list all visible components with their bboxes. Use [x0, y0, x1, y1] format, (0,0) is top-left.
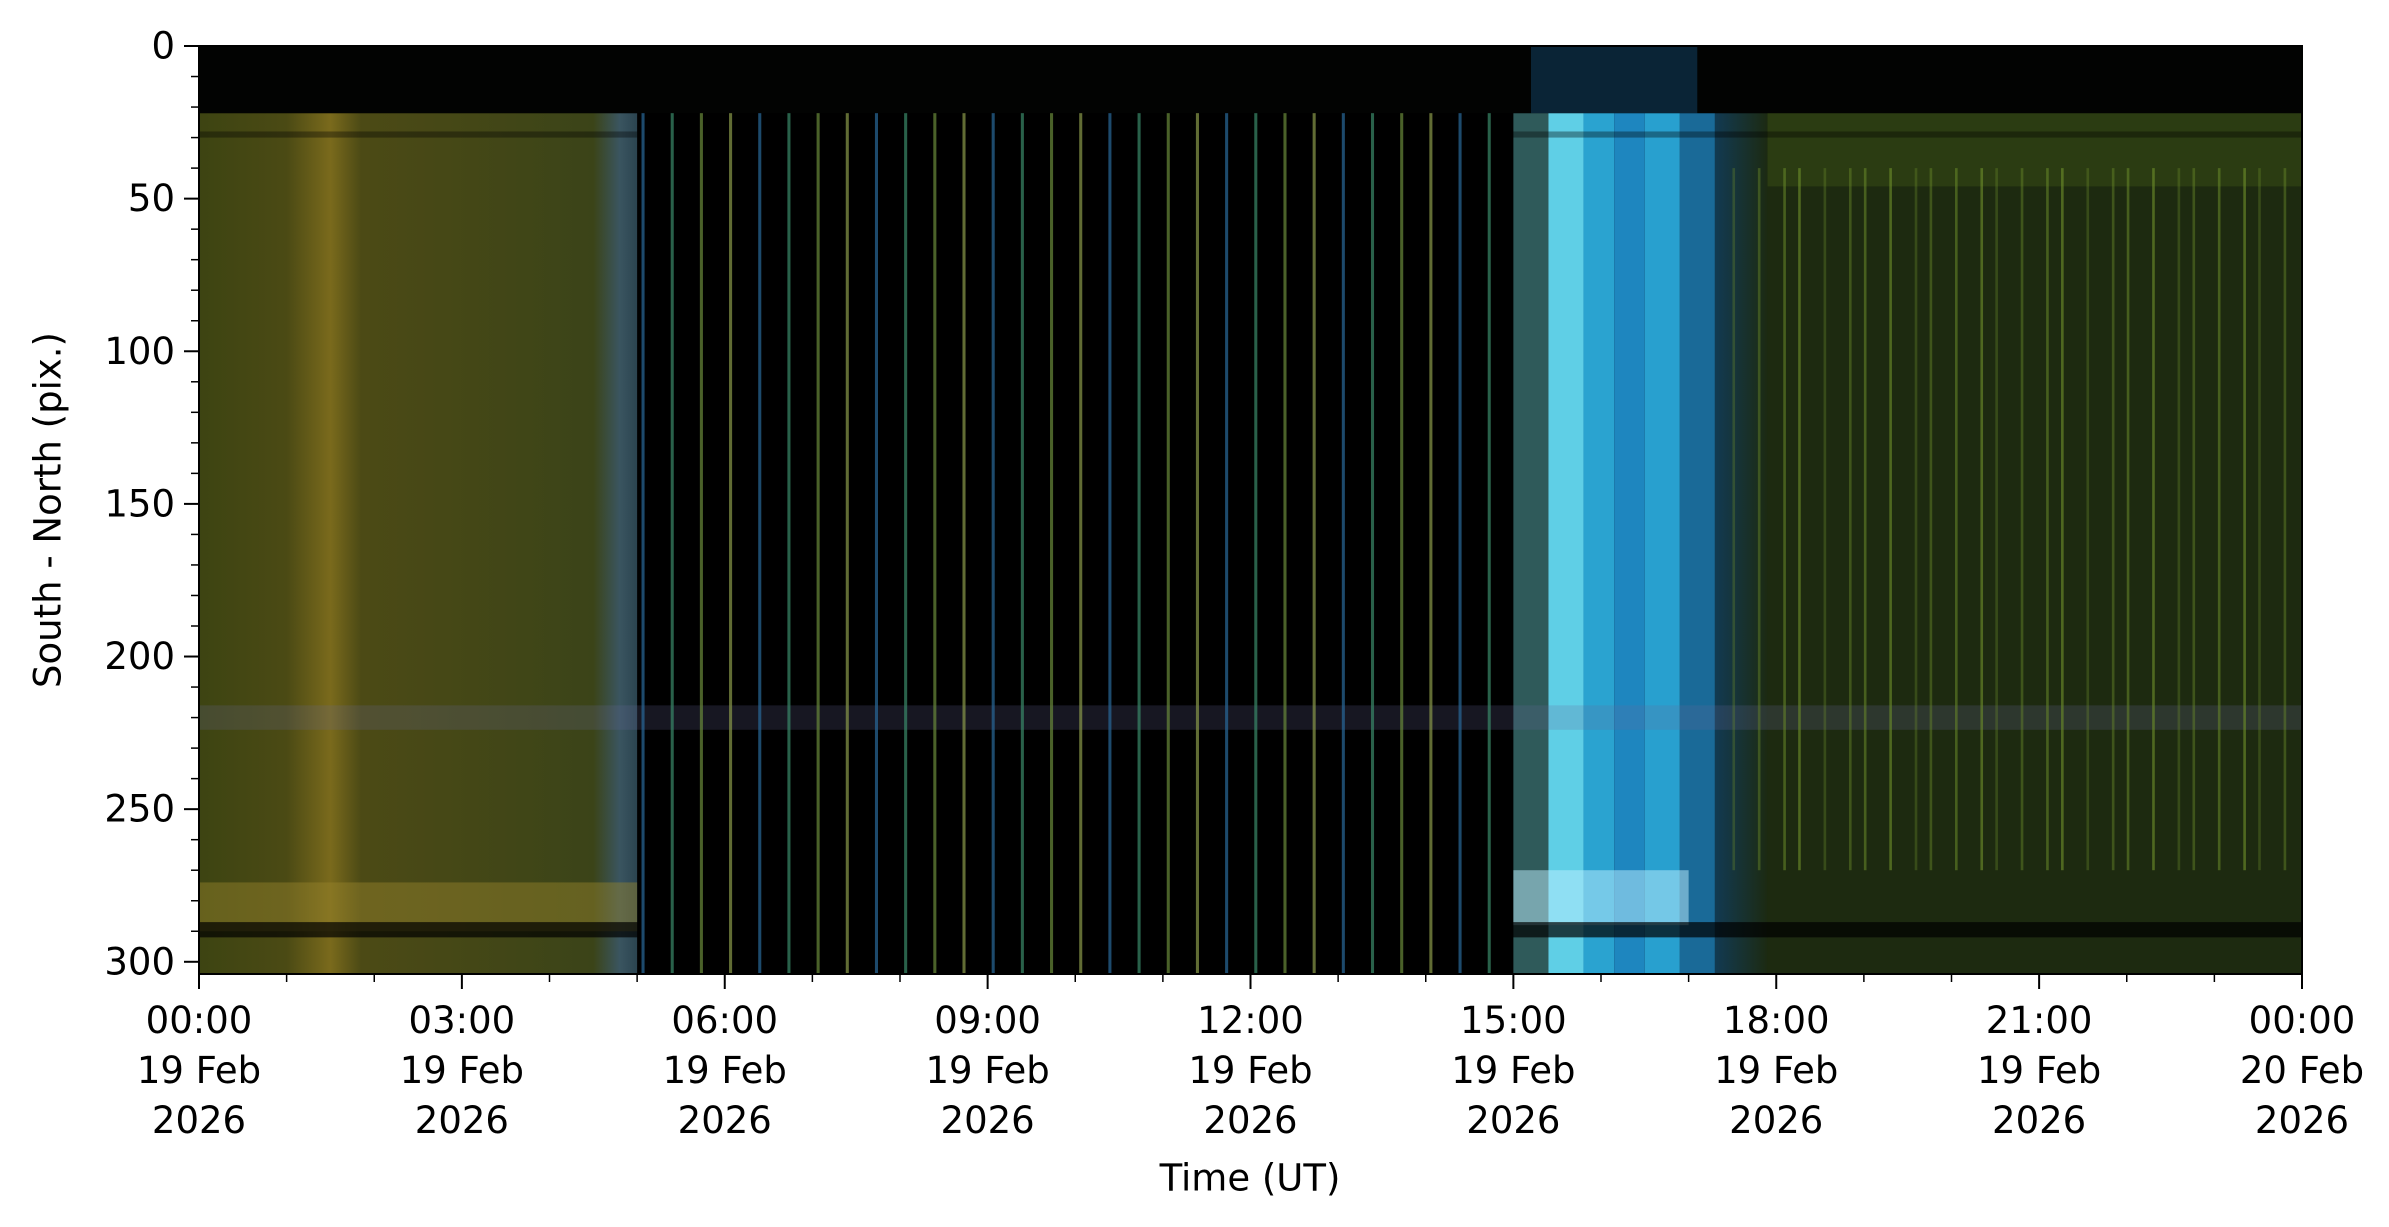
- image-streak: [2192, 168, 2196, 871]
- image-streak: [1955, 168, 1958, 871]
- image-streak: [991, 113, 995, 974]
- image-streak: [2086, 168, 2090, 871]
- image-streak: [1195, 113, 1199, 974]
- y-tick-label: 50: [128, 177, 175, 220]
- image-streak: [1312, 113, 1316, 974]
- image-streak: [699, 113, 703, 974]
- image-streak: [1225, 113, 1229, 974]
- x-tick-label: 03:00 19 Feb 2026: [399, 999, 525, 1142]
- image-streak: [641, 113, 645, 974]
- y-tick-label: 300: [104, 940, 175, 983]
- image-streak: [1400, 113, 1404, 974]
- x-tick-label: 18:00 19 Feb 2026: [1714, 999, 1839, 1142]
- image-streak: [729, 113, 733, 974]
- x-axis-label: Time (UT): [1159, 1157, 1341, 1200]
- image-streak: [1079, 113, 1083, 974]
- y-tick-label: 250: [104, 788, 175, 831]
- x-tick-label: 12:00 19 Feb 2026: [1188, 999, 1313, 1142]
- image-streak: [1166, 113, 1170, 974]
- image-streak: [1732, 168, 1736, 871]
- image-streak: [1137, 113, 1141, 974]
- image-streak: [2258, 168, 2261, 871]
- y-tick-label: 200: [104, 635, 175, 678]
- image-streak: [874, 113, 879, 974]
- image-streak: [2046, 168, 2049, 871]
- image-streak: [1980, 168, 1984, 871]
- image-streak: [2243, 168, 2246, 871]
- image-streak: [1020, 113, 1024, 974]
- image-streak: [2152, 168, 2155, 871]
- image-streak: [670, 113, 674, 974]
- x-tick-label: 00:00 20 Feb 2026: [2239, 999, 2365, 1142]
- image-streak: [758, 113, 762, 974]
- y-tick-label: 150: [104, 482, 175, 525]
- image-streak: [1429, 113, 1433, 974]
- image-streak: [816, 113, 820, 974]
- image-streak: [2111, 168, 2115, 871]
- image-streak: [1370, 113, 1375, 974]
- x-tick-label: 15:00 19 Feb 2026: [1451, 999, 1576, 1142]
- image-streak: [933, 113, 937, 974]
- image-streak: [1757, 168, 1761, 871]
- image-streak: [1863, 168, 1867, 871]
- image-streak: [845, 113, 849, 974]
- image-streak: [1798, 168, 1801, 871]
- image-streak: [1283, 113, 1287, 974]
- keogram-image: [199, 46, 2302, 974]
- image-streak: [904, 113, 908, 974]
- image-streak: [2217, 168, 2221, 871]
- image-streak: [1783, 168, 1786, 871]
- image-streak: [1254, 113, 1258, 974]
- y-tick-label: 0: [151, 25, 175, 68]
- x-tick-label: 09:00 19 Feb 2026: [925, 999, 1050, 1142]
- image-streak: [2061, 168, 2064, 871]
- image-streak: [1914, 168, 1918, 871]
- image-streak: [2126, 168, 2130, 871]
- y-axis-label: South - North (pix.): [27, 332, 70, 688]
- image-streak: [1458, 113, 1462, 974]
- x-tick-label: 21:00 19 Feb 2026: [1976, 999, 2102, 1142]
- y-tick-label: 100: [104, 330, 175, 373]
- x-tick-label: 00:00 19 Feb 2026: [136, 999, 262, 1142]
- image-streak: [962, 113, 966, 974]
- image-streak: [1823, 168, 1827, 871]
- image-streak: [2020, 168, 2024, 871]
- image-streak: [2283, 168, 2287, 871]
- image-streak: [1848, 168, 1852, 871]
- image-streak: [2177, 168, 2181, 871]
- image-streak: [1995, 168, 1998, 871]
- image-streak: [1108, 113, 1112, 974]
- x-tick-label: 06:00 19 Feb 2026: [662, 999, 787, 1142]
- image-streak: [1889, 168, 1892, 871]
- image-streak: [1050, 113, 1054, 974]
- image-streak: [1929, 168, 1933, 871]
- image-streak: [787, 113, 791, 974]
- image-streak: [1341, 113, 1345, 974]
- image-streak: [1487, 113, 1491, 974]
